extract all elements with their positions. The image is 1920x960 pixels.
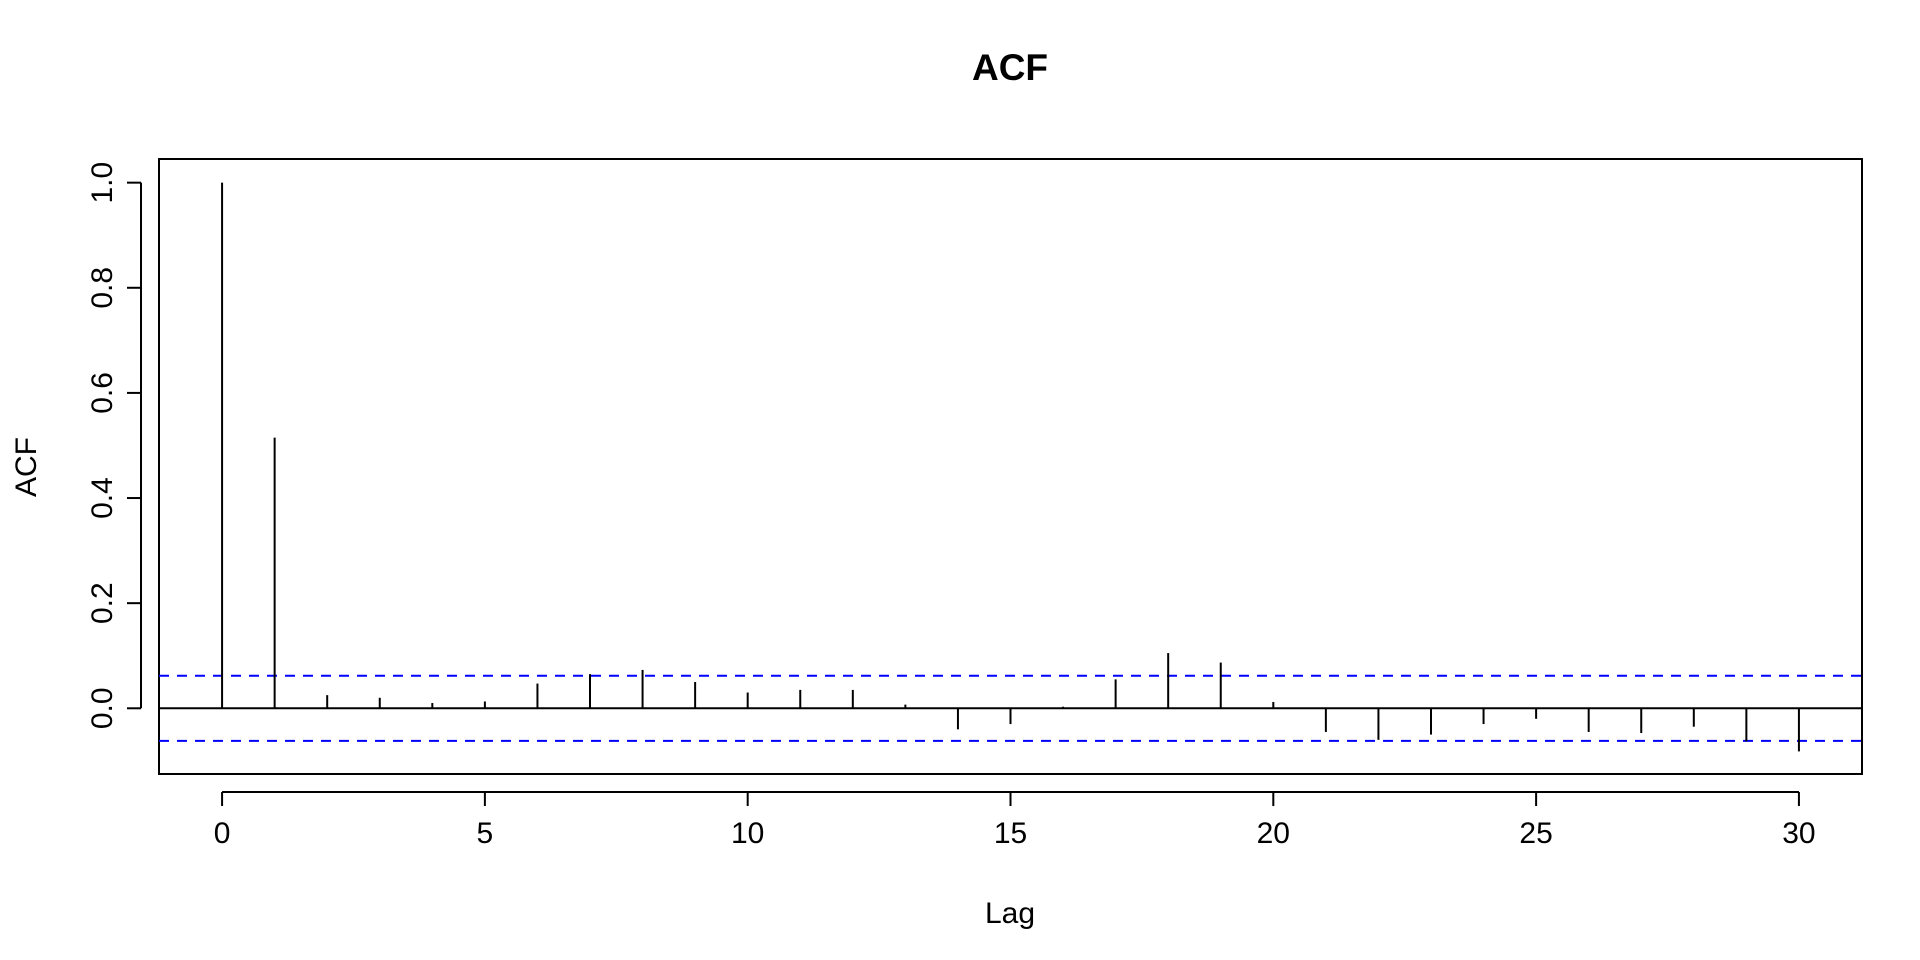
y-axis: 0.0 0.2 0.4 0.6 0.8 1.0 [86, 162, 142, 729]
y-tick-label: 0.8 [86, 267, 119, 309]
y-tick-label: 1.0 [86, 162, 119, 204]
chart-title: ACF [972, 47, 1048, 88]
y-tick-label: 0.6 [86, 372, 119, 414]
confidence-bounds [159, 674, 1862, 742]
x-tick-label: 0 [214, 817, 231, 850]
plot-frame [158, 158, 1863, 775]
y-tick-label: 0.4 [86, 477, 119, 519]
x-axis: 0 5 10 15 20 25 30 [214, 791, 1816, 850]
acf-bars [221, 182, 1800, 752]
x-tick-label: 20 [1257, 817, 1290, 850]
x-tick-label: 15 [994, 817, 1027, 850]
y-axis-title: ACF [10, 437, 43, 497]
y-tick-label: 0.2 [86, 582, 119, 624]
x-tick-label: 25 [1519, 817, 1552, 850]
y-tick-label: 0.0 [86, 687, 119, 729]
x-tick-label: 10 [731, 817, 764, 850]
x-tick-label: 5 [477, 817, 494, 850]
x-tick-label: 30 [1782, 817, 1815, 850]
x-axis-title: Lag [985, 897, 1035, 930]
